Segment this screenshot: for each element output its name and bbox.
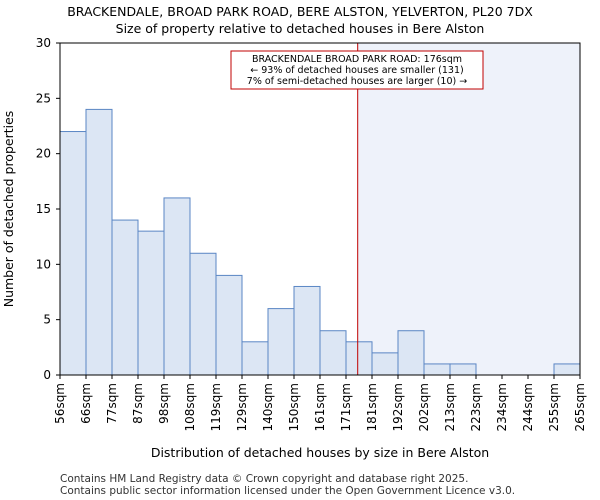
bar-87sqm [137,230,165,376]
x-tick-label: 223sqm [469,383,483,431]
bar-255sqm [553,363,581,376]
bar-98sqm [163,197,191,376]
bar-56sqm [59,131,87,376]
x-tick-label: 119sqm [209,383,223,431]
annotation-line-1: BRACKENDALE BROAD PARK ROAD: 176sqm [252,54,462,65]
x-tick-label: 244sqm [521,383,535,431]
x-tick-label: 56sqm [53,383,67,424]
bar-108sqm [189,252,217,376]
x-tick-label: 98sqm [157,383,171,424]
x-tick-label: 140sqm [261,383,275,431]
x-tick-label: 129sqm [235,383,249,431]
larger-region-shade [357,43,580,375]
bar-77sqm [111,219,139,376]
bar-213sqm [449,363,477,376]
x-tick-label: 213sqm [443,383,457,431]
chart-subtitle: Size of property relative to detached ho… [115,21,485,36]
x-tick-label: 161sqm [313,383,327,431]
x-tick-label: 181sqm [365,383,379,431]
chart-title: BRACKENDALE, BROAD PARK ROAD, BERE ALSTO… [67,4,533,19]
footer-line-1: Contains HM Land Registry data © Crown c… [60,473,469,485]
x-tick-label: 234sqm [495,383,509,431]
x-tick-label: 150sqm [287,383,301,431]
bar-181sqm [371,352,399,376]
x-tick-label: 171sqm [339,383,353,431]
y-tick-label: 20 [36,147,51,161]
bar-202sqm [423,363,451,376]
bar-129sqm [241,341,269,376]
bar-140sqm [267,308,295,376]
bar-192sqm [397,330,425,376]
bar-150sqm [293,285,321,376]
y-tick-label: 0 [43,368,51,382]
bar-119sqm [215,274,243,376]
x-axis-label: Distribution of detached houses by size … [151,445,489,460]
y-tick-label: 30 [36,36,51,50]
x-tick-label: 108sqm [183,383,197,431]
annotation-line-2: ← 93% of detached houses are smaller (13… [250,65,463,76]
annotation-box: BRACKENDALE BROAD PARK ROAD: 176sqm ← 93… [230,50,484,90]
y-axis-label: Number of detached properties [1,111,16,308]
bar-66sqm [85,108,113,376]
y-tick-label: 5 [43,313,51,327]
footer-line-2: Contains public sector information licen… [60,485,516,497]
x-tick-label: 77sqm [105,383,119,424]
x-tick-label: 255sqm [547,383,561,431]
x-tick-label: 192sqm [391,383,405,431]
y-tick-label: 25 [36,91,51,105]
bar-161sqm [319,330,347,376]
annotation-line-3: 7% of semi-detached houses are larger (1… [247,76,467,87]
bar-171sqm [345,341,373,376]
y-tick-label: 15 [36,202,51,216]
y-tick-label: 10 [36,257,51,271]
x-tick-label: 87sqm [131,383,145,424]
x-tick-label: 66sqm [79,383,93,424]
annotation-frame [230,50,484,90]
x-tick-label: 265sqm [573,383,587,431]
x-tick-label: 202sqm [417,383,431,431]
